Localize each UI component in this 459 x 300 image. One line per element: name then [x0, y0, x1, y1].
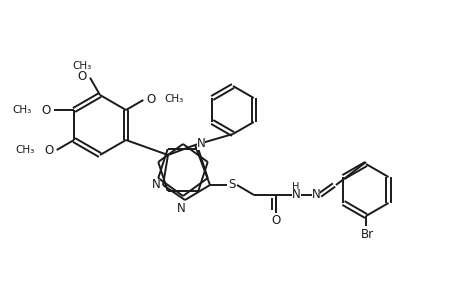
Text: O: O: [77, 70, 86, 83]
Text: H: H: [291, 182, 299, 192]
Text: Br: Br: [360, 227, 373, 241]
Text: O: O: [44, 143, 53, 157]
Text: O: O: [271, 214, 280, 227]
Text: CH₃: CH₃: [164, 94, 183, 104]
Text: S: S: [228, 178, 235, 191]
Text: CH₃: CH₃: [16, 145, 34, 155]
Text: N: N: [311, 188, 319, 202]
Text: O: O: [41, 103, 50, 116]
Text: CH₃: CH₃: [13, 105, 32, 115]
Text: CH₃: CH₃: [72, 61, 91, 71]
Text: N: N: [196, 136, 205, 149]
Text: O: O: [146, 92, 156, 106]
Text: N: N: [151, 178, 160, 191]
Text: N: N: [291, 188, 300, 202]
Text: N: N: [176, 202, 185, 214]
